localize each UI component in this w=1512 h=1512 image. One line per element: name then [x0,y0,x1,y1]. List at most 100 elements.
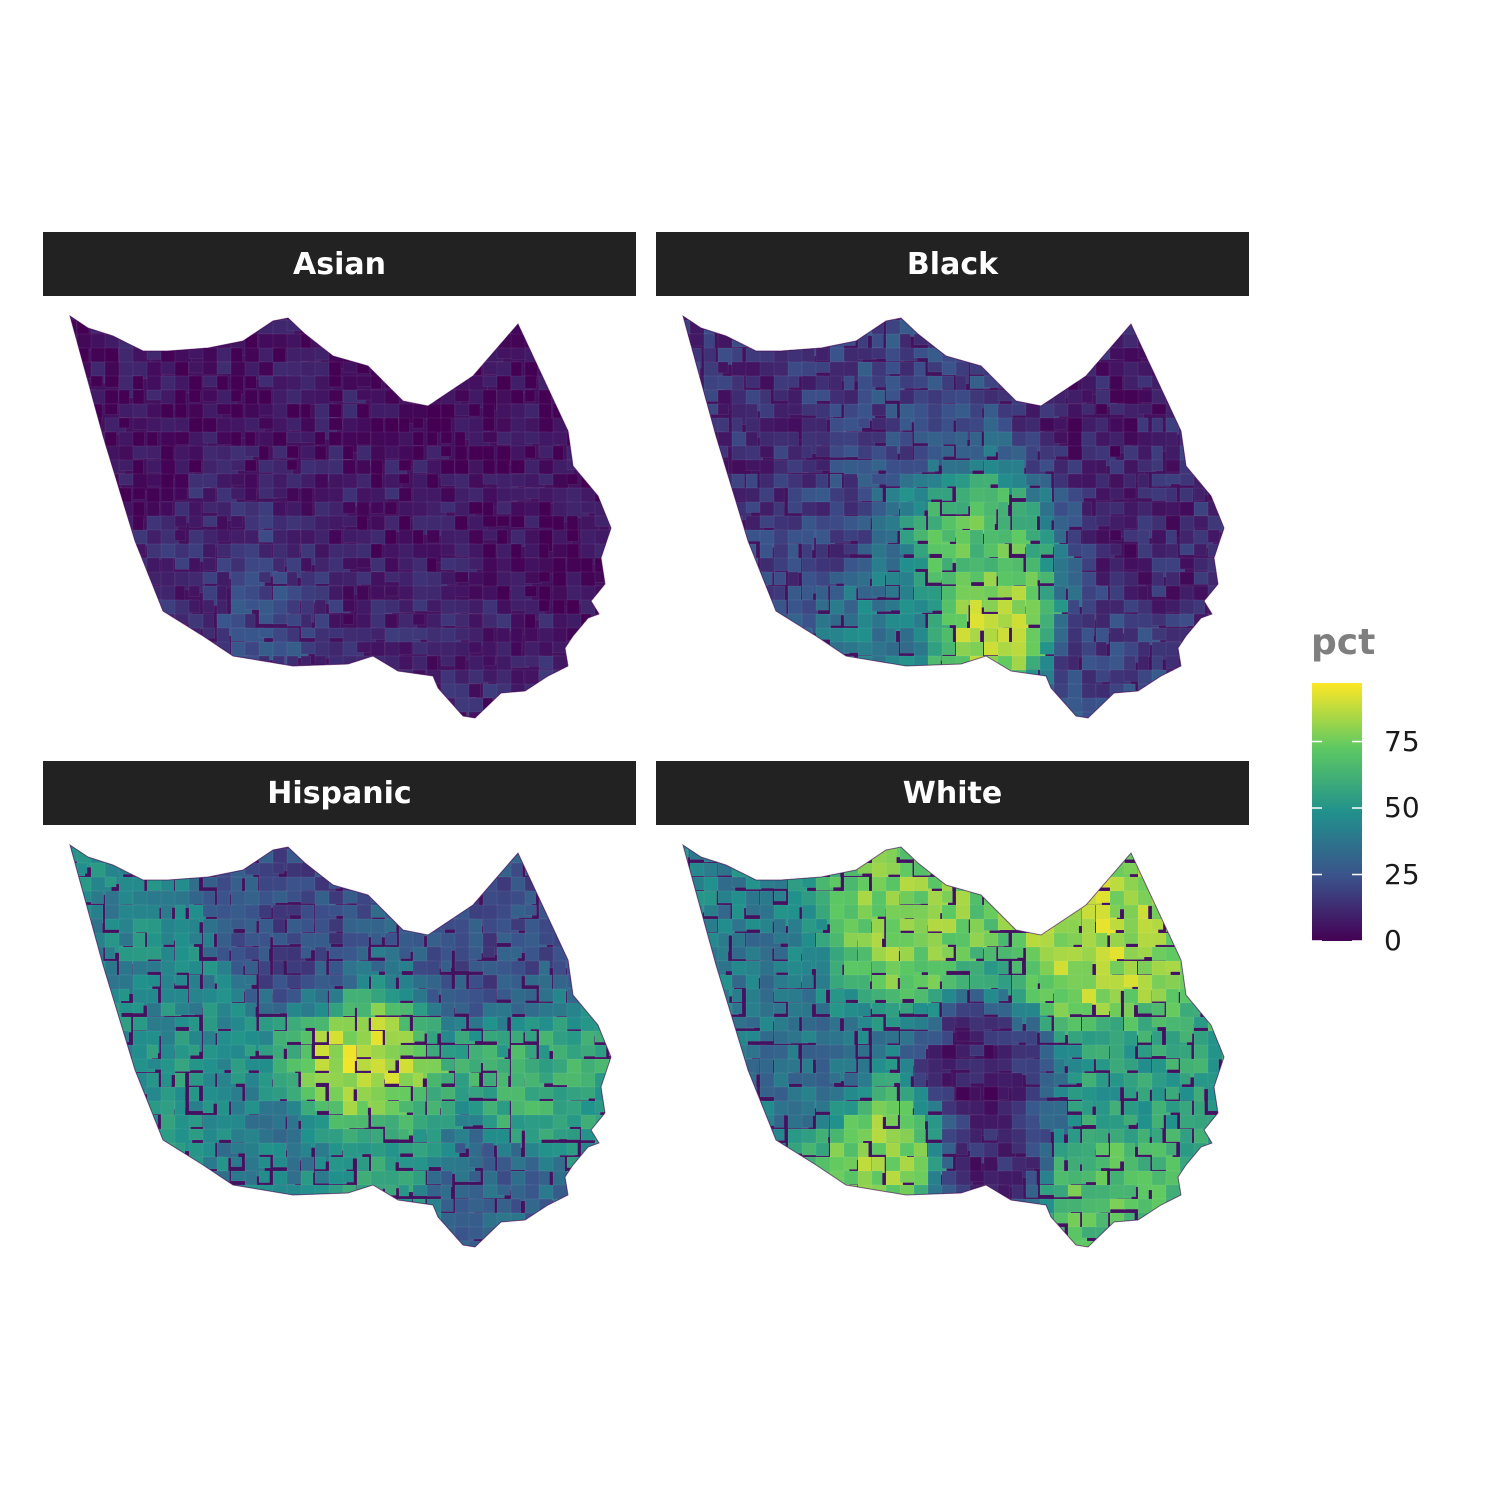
census-tract [703,627,723,644]
census-tract [286,403,300,419]
census-tract [871,571,886,588]
census-tract [398,316,416,323]
census-tract [76,403,98,425]
census-tract [118,988,130,1002]
census-tract [454,571,469,583]
census-tract [566,1212,585,1231]
census-tract [815,431,830,446]
census-tract [703,1058,718,1074]
census-tract [258,683,275,705]
census-tract [524,319,539,334]
census-tract [174,473,189,490]
census-tract [398,515,411,532]
census-tract [70,1002,79,1025]
census-tract [398,599,415,614]
census-tract [440,1058,455,1072]
census-tract [90,711,113,718]
census-tract [815,585,829,603]
census-tract [885,1198,907,1218]
census-tract [580,862,597,882]
census-tract [731,1170,755,1183]
census-tract [510,389,524,405]
census-tract [132,655,155,676]
census-tract [356,683,371,704]
census-tract [426,613,444,629]
census-tract [132,845,150,849]
census-tract [286,655,299,671]
census-tract [70,960,77,977]
census-tract [1011,1240,1030,1247]
census-tract [300,1212,322,1228]
census-tract [594,904,611,920]
census-tract [1221,1226,1224,1238]
census-tract [370,1198,383,1219]
census-tract [202,319,222,337]
census-tract [1123,1226,1142,1238]
census-tract [1165,1240,1189,1247]
census-tract [683,1016,689,1028]
choropleth-map [69,314,612,719]
census-tract [871,1156,885,1174]
census-tract [188,1128,205,1141]
census-tract [683,1114,688,1136]
census-tract [857,845,877,856]
census-tract [356,1212,374,1231]
census-tract [398,862,410,885]
census-tract [90,473,106,494]
census-tract [829,669,851,689]
census-tract [146,627,167,648]
census-tract [955,333,967,355]
census-tract [384,683,400,700]
census-tract [356,669,375,681]
census-tract [202,557,217,571]
census-tract [580,316,593,322]
census-tract [997,862,1016,876]
census-tract [608,988,611,1004]
census-tract [717,529,734,547]
census-tract [1067,333,1087,354]
census-tract [1221,697,1224,711]
census-tract [566,641,582,663]
census-tract [1011,347,1029,366]
census-tract [787,361,802,377]
census-tract [384,316,397,322]
census-tract [594,890,611,902]
census-tract [174,1212,194,1234]
census-tract [90,1030,107,1045]
census-tract [1207,697,1224,711]
census-tract [244,641,261,657]
census-tract [342,669,357,685]
census-tract [1193,683,1210,703]
census-tract [1011,487,1028,499]
census-tract [104,655,123,679]
census-tract [871,711,889,718]
census-tract [160,501,173,518]
census-tract [913,1198,926,1211]
census-tract [552,1240,566,1247]
census-tract [566,389,579,405]
census-tract [1109,1156,1121,1169]
census-tract [1095,641,1107,657]
census-tract [683,1044,698,1065]
census-tract [773,655,786,677]
census-tract [941,1198,961,1222]
census-tract [843,711,857,718]
census-tract [1039,848,1059,872]
census-tract [1193,890,1216,910]
census-tract [1039,543,1054,555]
census-tract [815,1226,830,1247]
census-tract [1179,1170,1200,1184]
census-tract [272,557,285,572]
census-tract [1207,711,1223,718]
census-tract [1123,1114,1137,1126]
census-tract [174,529,186,541]
census-tract [1095,375,1110,390]
census-tract [70,417,80,437]
census-tract [398,1212,411,1230]
census-tract [76,946,90,962]
census-tract [899,1002,914,1014]
census-tract [843,1058,857,1073]
census-tract [1011,960,1023,974]
census-tract [745,1184,768,1206]
census-tract [90,655,109,670]
